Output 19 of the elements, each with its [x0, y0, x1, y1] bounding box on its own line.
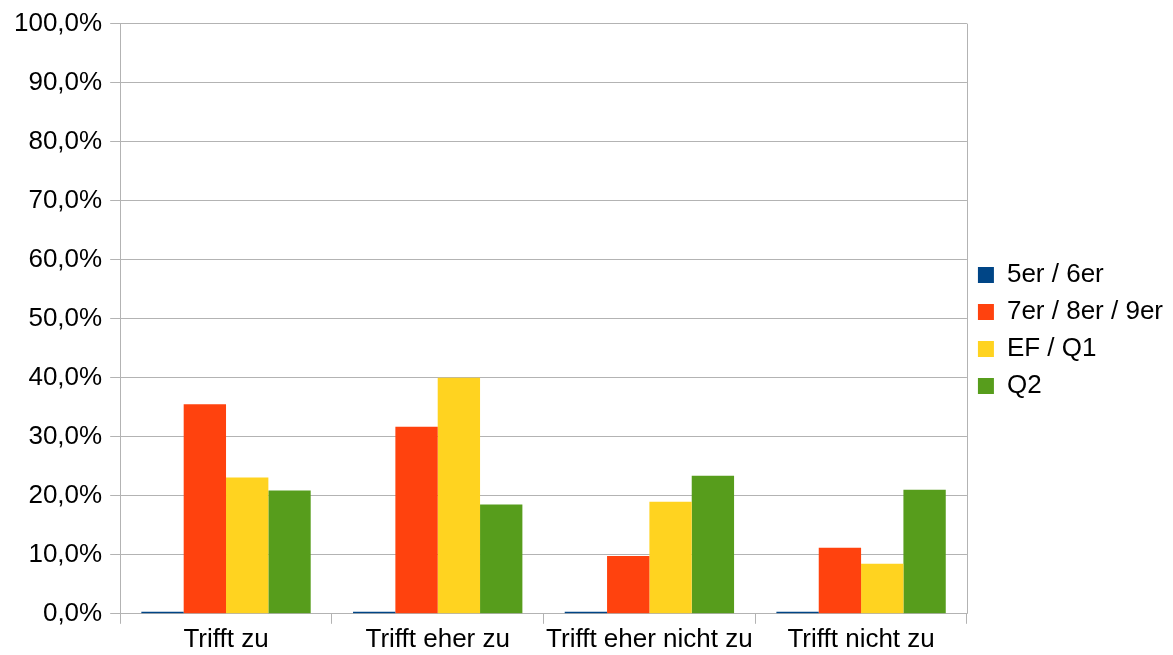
- legend-label: 7er / 8er / 9er: [1006, 295, 1164, 326]
- y-tick-label: 80,0%: [28, 124, 103, 155]
- y-tick-label: 100,0%: [13, 6, 103, 37]
- y-tick-label: 40,0%: [28, 360, 103, 391]
- legend-label: EF / Q1: [1006, 332, 1097, 363]
- x-tick-label: Trifft zu: [183, 622, 269, 653]
- y-tick-label: 70,0%: [28, 183, 103, 214]
- y-tick-label: 0,0%: [42, 596, 103, 627]
- legend-label: 5er / 6er: [1006, 258, 1105, 289]
- y-tick-label: 30,0%: [28, 419, 103, 450]
- y-tick-label: 90,0%: [28, 65, 103, 96]
- x-tick-label: Trifft eher nicht zu: [546, 622, 753, 653]
- legend-label: Q2: [1006, 369, 1042, 400]
- y-tick-label: 60,0%: [28, 242, 103, 273]
- x-tick-label: Trifft nicht zu: [787, 622, 935, 653]
- y-tick-label: 10,0%: [28, 537, 103, 568]
- y-tick-label: 20,0%: [28, 478, 103, 509]
- y-tick-label: 50,0%: [28, 301, 103, 332]
- x-tick-label: Trifft eher zu: [365, 622, 510, 653]
